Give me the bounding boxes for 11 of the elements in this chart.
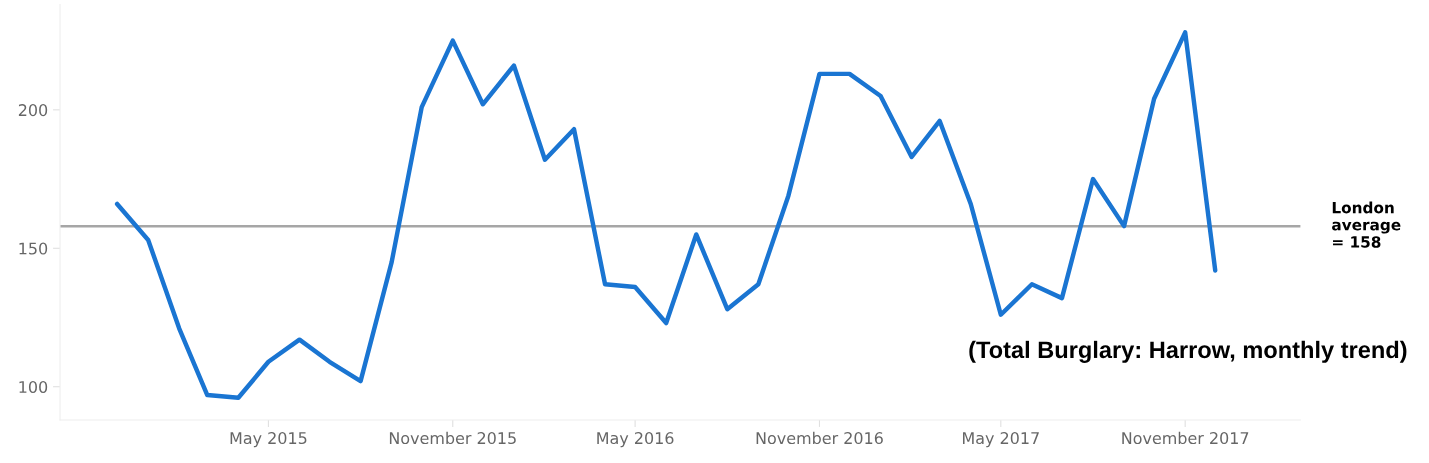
y-tick-label: 100 [19,380,48,394]
y-tick-label: 150 [19,242,48,255]
x-tick-label: May 2017 [963,432,1039,448]
y-tick-label: 200 [18,104,48,117]
ref-line-label: London average = 158 [1332,201,1401,248]
x-tick-label: November 2016 [756,431,883,445]
x-tick-label: November 2017 [1122,431,1249,445]
x-tick-label: November 2015 [389,431,516,445]
annotation: (Total Burglary: Harrow, monthly trend) [969,340,1407,363]
x-tick-label: May 2016 [597,432,674,448]
x-tick-label: May 2015 [230,432,307,448]
